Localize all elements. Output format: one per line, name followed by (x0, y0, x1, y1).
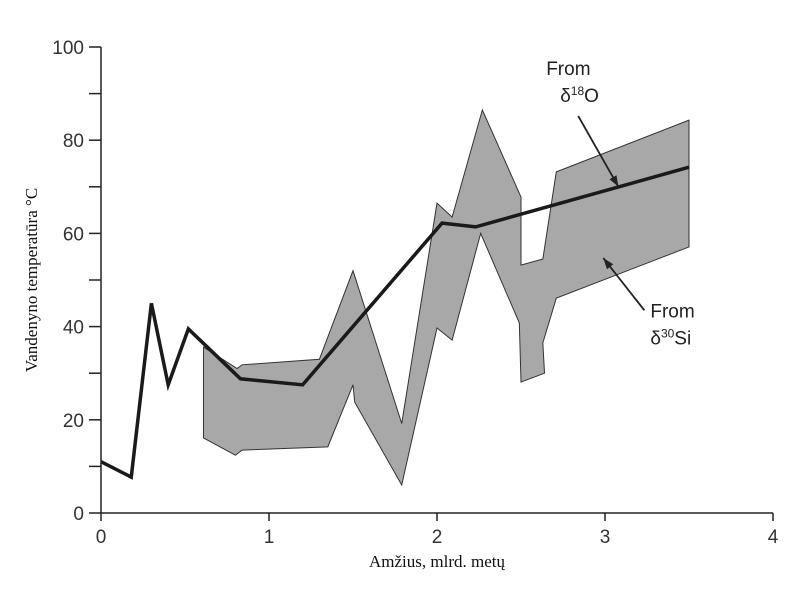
y-tick-label: 0 (73, 504, 84, 525)
annotation-arrow (577, 115, 620, 188)
annotation-label: From (650, 301, 694, 322)
y-tick-label: 40 (63, 318, 84, 339)
y-tick-label: 100 (52, 38, 84, 59)
annotation-isotope: δ18O (560, 84, 599, 107)
y-tick-label: 20 (63, 411, 84, 432)
oxygen-line (100, 165, 690, 480)
annotation-isotope: δ30Si (650, 326, 691, 349)
x-tick-label: 0 (96, 527, 107, 548)
axes: 0 20 40 60 80 100 0 1 2 3 4 (52, 38, 778, 548)
y-tick-label: 80 (63, 131, 84, 152)
arrowhead-icon (609, 175, 619, 187)
x-tick-label: 2 (432, 527, 443, 548)
arrowhead-icon (603, 258, 614, 270)
si-band-layer (202, 108, 690, 487)
x-axis-title: Amžius, mlrd. metų (369, 552, 505, 571)
y-axis-title: Vandenyno temperatūra °C (22, 188, 41, 372)
annotations: From δ18O From δ30Si (546, 59, 694, 349)
oxygen-line-layer (100, 165, 690, 480)
si-band-area (202, 108, 690, 487)
annotation-arrow (602, 257, 646, 311)
x-tick-label: 1 (264, 527, 275, 548)
y-tick-label: 60 (63, 224, 84, 245)
annotation-label: From (546, 59, 590, 80)
x-tick-label: 3 (600, 527, 611, 548)
x-tick-label: 4 (768, 527, 779, 548)
